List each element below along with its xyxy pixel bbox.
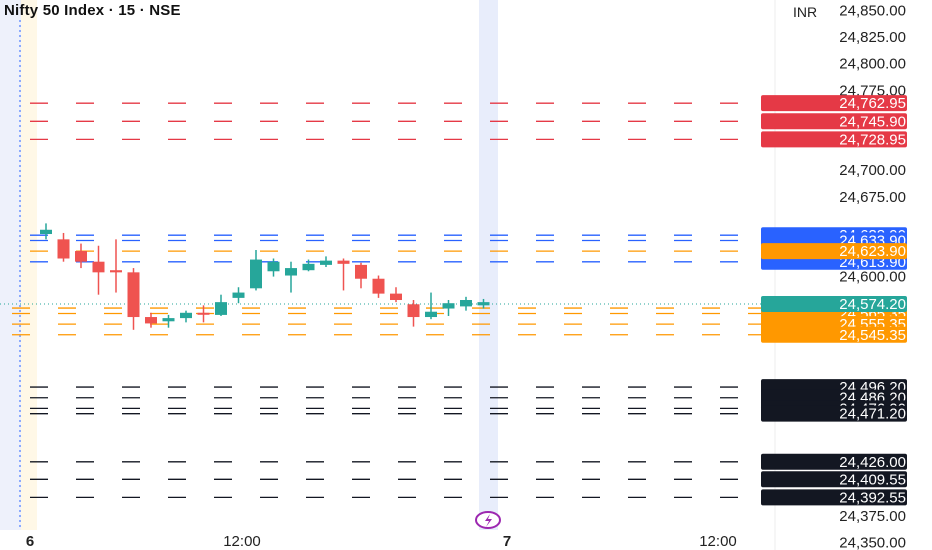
candle-body xyxy=(425,311,437,318)
price-axis[interactable]: 24,850.0024,825.0024,800.0024,775.0024,7… xyxy=(761,3,907,550)
level-badge-black xyxy=(761,471,907,488)
y-tick-label: 24,350.00 xyxy=(839,535,906,550)
level-badge-red xyxy=(761,113,907,130)
level-badge-label: 24,426.00 xyxy=(839,454,906,471)
candle-body xyxy=(337,260,350,264)
x-tick-label: 7 xyxy=(503,533,511,550)
level-badge-orange xyxy=(761,243,907,260)
candle-body xyxy=(92,261,105,273)
candle-body xyxy=(267,261,280,272)
candle-body xyxy=(215,302,227,315)
candle-body xyxy=(477,302,490,306)
level-badge-red xyxy=(761,95,907,112)
candle-body xyxy=(407,304,420,318)
y-tick-label: 24,675.00 xyxy=(839,189,906,206)
candle-body xyxy=(197,312,210,315)
y-tick-label: 24,600.00 xyxy=(839,269,906,286)
x-tick-label: 12:00 xyxy=(699,533,737,550)
level-badge-label: 24,409.55 xyxy=(839,471,906,488)
last-price-label: 24,574.20 xyxy=(839,296,906,313)
level-badge-orange xyxy=(761,326,907,343)
level-badge-label: 24,392.55 xyxy=(839,489,906,506)
time-axis[interactable]: 6 12:00 7 12:00 xyxy=(26,533,737,550)
candle-body xyxy=(162,318,175,322)
candle-body xyxy=(180,312,192,319)
candle-body xyxy=(442,303,455,309)
candle-body xyxy=(372,278,385,294)
y-tick-label: 24,825.00 xyxy=(839,29,906,46)
candle-body xyxy=(460,300,472,307)
candle-body xyxy=(57,239,70,259)
candle-body xyxy=(390,293,402,301)
candle-body xyxy=(40,229,52,235)
events-icon[interactable] xyxy=(475,511,501,529)
currency-label[interactable]: INR xyxy=(793,4,818,20)
x-tick-label: 6 xyxy=(26,533,34,550)
candle-body xyxy=(250,259,262,289)
level-badge-red xyxy=(761,131,907,148)
y-tick-label: 24,700.00 xyxy=(839,162,906,179)
candle-body xyxy=(320,260,332,265)
level-lines xyxy=(0,102,762,499)
candle-body xyxy=(127,272,140,318)
y-tick-label: 24,775.00 xyxy=(839,82,906,99)
level-badge-label: 24,545.35 xyxy=(839,327,906,344)
level-badge-black xyxy=(761,405,907,422)
x-tick-label: 12:00 xyxy=(223,533,261,550)
candles xyxy=(40,223,490,330)
level-badge-label: 24,745.90 xyxy=(839,113,906,130)
level-badge-black xyxy=(761,453,907,470)
level-badge-label: 24,471.20 xyxy=(839,406,906,423)
candle-body xyxy=(285,268,297,276)
last-price-badge xyxy=(761,296,907,313)
candle-body xyxy=(355,264,367,279)
candle-body xyxy=(145,317,157,324)
candle-body xyxy=(75,251,87,262)
session-highlight-left-pre xyxy=(21,0,37,530)
level-badge-label: 24,623.90 xyxy=(839,243,906,260)
level-badge-label: 24,728.95 xyxy=(839,131,906,148)
candle-body xyxy=(110,270,122,273)
level-badge-label: 24,762.95 xyxy=(839,95,906,112)
level-badge-black xyxy=(761,489,907,506)
y-tick-label: 24,800.00 xyxy=(839,56,906,73)
candle-body xyxy=(302,263,315,271)
y-tick-label: 24,375.00 xyxy=(839,508,906,525)
chart-title: Nifty 50 Index · 15 · NSE xyxy=(4,2,181,19)
candle-body xyxy=(232,292,245,298)
session-highlight-left xyxy=(0,0,21,530)
y-tick-label: 24,850.00 xyxy=(839,3,906,20)
session-highlight-mid xyxy=(479,0,498,530)
